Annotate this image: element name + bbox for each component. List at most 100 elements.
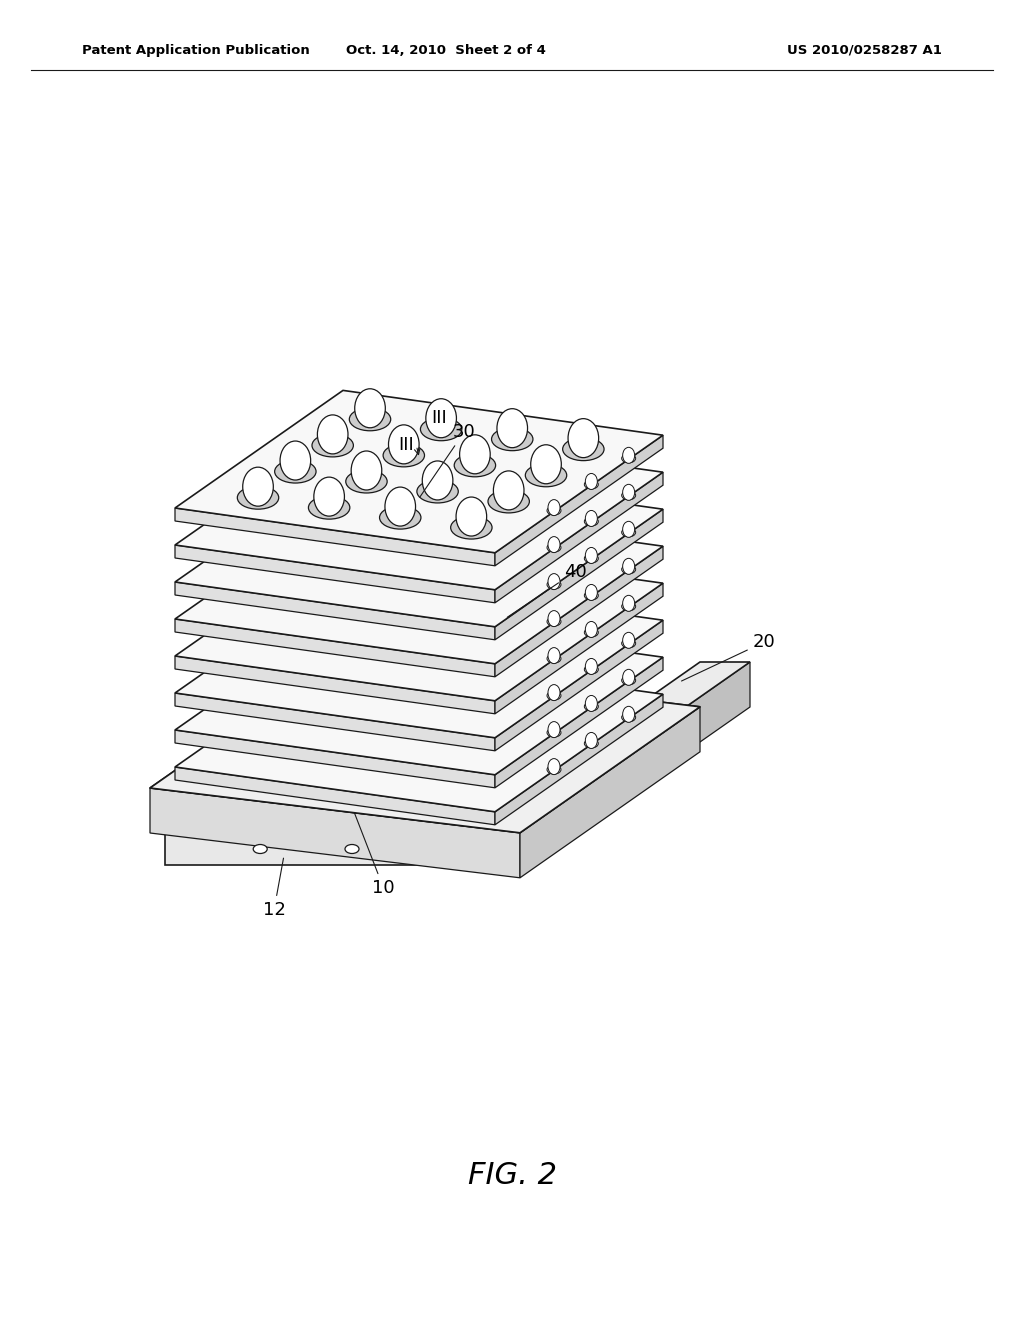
Ellipse shape: [623, 521, 635, 537]
Ellipse shape: [586, 511, 597, 527]
Ellipse shape: [623, 558, 635, 574]
Ellipse shape: [568, 418, 599, 458]
Ellipse shape: [586, 474, 597, 490]
Ellipse shape: [586, 696, 597, 711]
Ellipse shape: [622, 639, 636, 648]
Ellipse shape: [313, 477, 344, 516]
Ellipse shape: [356, 457, 377, 469]
Ellipse shape: [497, 409, 527, 447]
Ellipse shape: [346, 470, 387, 492]
Polygon shape: [175, 612, 663, 775]
Ellipse shape: [421, 417, 462, 441]
Polygon shape: [175, 656, 495, 714]
Ellipse shape: [388, 425, 419, 463]
Polygon shape: [175, 508, 495, 566]
Ellipse shape: [622, 676, 636, 685]
Polygon shape: [175, 693, 495, 751]
Ellipse shape: [323, 421, 343, 432]
Polygon shape: [520, 788, 570, 833]
Ellipse shape: [585, 628, 598, 638]
Ellipse shape: [349, 408, 391, 430]
Ellipse shape: [623, 595, 635, 611]
Polygon shape: [175, 539, 663, 701]
Ellipse shape: [585, 739, 598, 748]
Ellipse shape: [585, 480, 598, 488]
Text: Patent Application Publication: Patent Application Publication: [82, 44, 309, 57]
Polygon shape: [175, 619, 495, 677]
Ellipse shape: [238, 486, 279, 510]
Polygon shape: [175, 649, 663, 812]
Ellipse shape: [253, 845, 267, 854]
Ellipse shape: [417, 480, 459, 503]
Ellipse shape: [280, 441, 310, 480]
Ellipse shape: [547, 766, 561, 774]
Ellipse shape: [623, 669, 635, 685]
Ellipse shape: [360, 395, 380, 407]
Ellipse shape: [623, 706, 635, 722]
Ellipse shape: [622, 565, 636, 574]
Polygon shape: [165, 833, 505, 865]
Ellipse shape: [547, 692, 561, 700]
Ellipse shape: [243, 467, 273, 506]
Ellipse shape: [586, 733, 597, 748]
Ellipse shape: [351, 451, 382, 490]
Ellipse shape: [623, 447, 635, 463]
Ellipse shape: [586, 585, 597, 601]
Ellipse shape: [354, 389, 385, 428]
Ellipse shape: [586, 659, 597, 675]
Ellipse shape: [451, 516, 493, 539]
Ellipse shape: [622, 491, 636, 500]
Ellipse shape: [426, 399, 457, 438]
Ellipse shape: [622, 602, 636, 611]
Ellipse shape: [431, 405, 451, 416]
Ellipse shape: [548, 537, 560, 553]
Ellipse shape: [548, 722, 560, 738]
Ellipse shape: [456, 498, 486, 536]
Polygon shape: [175, 428, 663, 590]
Ellipse shape: [455, 454, 496, 477]
Ellipse shape: [319, 483, 339, 495]
Polygon shape: [150, 788, 520, 878]
Ellipse shape: [394, 432, 414, 442]
Polygon shape: [495, 694, 663, 825]
Ellipse shape: [622, 528, 636, 537]
Ellipse shape: [548, 759, 560, 775]
Polygon shape: [495, 510, 663, 640]
Polygon shape: [175, 582, 495, 640]
Ellipse shape: [623, 632, 635, 648]
Ellipse shape: [385, 487, 416, 527]
Polygon shape: [150, 663, 700, 833]
Ellipse shape: [573, 425, 593, 436]
Polygon shape: [495, 620, 663, 751]
Ellipse shape: [488, 490, 529, 513]
Polygon shape: [495, 583, 663, 714]
Ellipse shape: [503, 414, 522, 426]
Text: 20: 20: [682, 634, 775, 681]
Polygon shape: [175, 391, 663, 553]
Ellipse shape: [548, 685, 560, 701]
Polygon shape: [175, 465, 663, 627]
Ellipse shape: [585, 554, 598, 562]
Ellipse shape: [286, 447, 305, 458]
Text: 12: 12: [262, 858, 286, 919]
Ellipse shape: [383, 444, 425, 467]
Polygon shape: [520, 706, 700, 878]
Ellipse shape: [547, 543, 561, 552]
Polygon shape: [175, 545, 495, 603]
Polygon shape: [175, 502, 663, 664]
Ellipse shape: [585, 591, 598, 601]
Ellipse shape: [548, 648, 560, 664]
Ellipse shape: [530, 445, 561, 483]
Polygon shape: [150, 663, 700, 833]
Ellipse shape: [547, 655, 561, 663]
Polygon shape: [175, 730, 495, 788]
Ellipse shape: [622, 713, 636, 722]
Ellipse shape: [537, 451, 556, 462]
Ellipse shape: [548, 574, 560, 590]
Ellipse shape: [248, 474, 268, 484]
Ellipse shape: [585, 665, 598, 675]
Ellipse shape: [312, 434, 353, 457]
Ellipse shape: [548, 611, 560, 627]
Ellipse shape: [562, 438, 604, 461]
Ellipse shape: [586, 548, 597, 564]
